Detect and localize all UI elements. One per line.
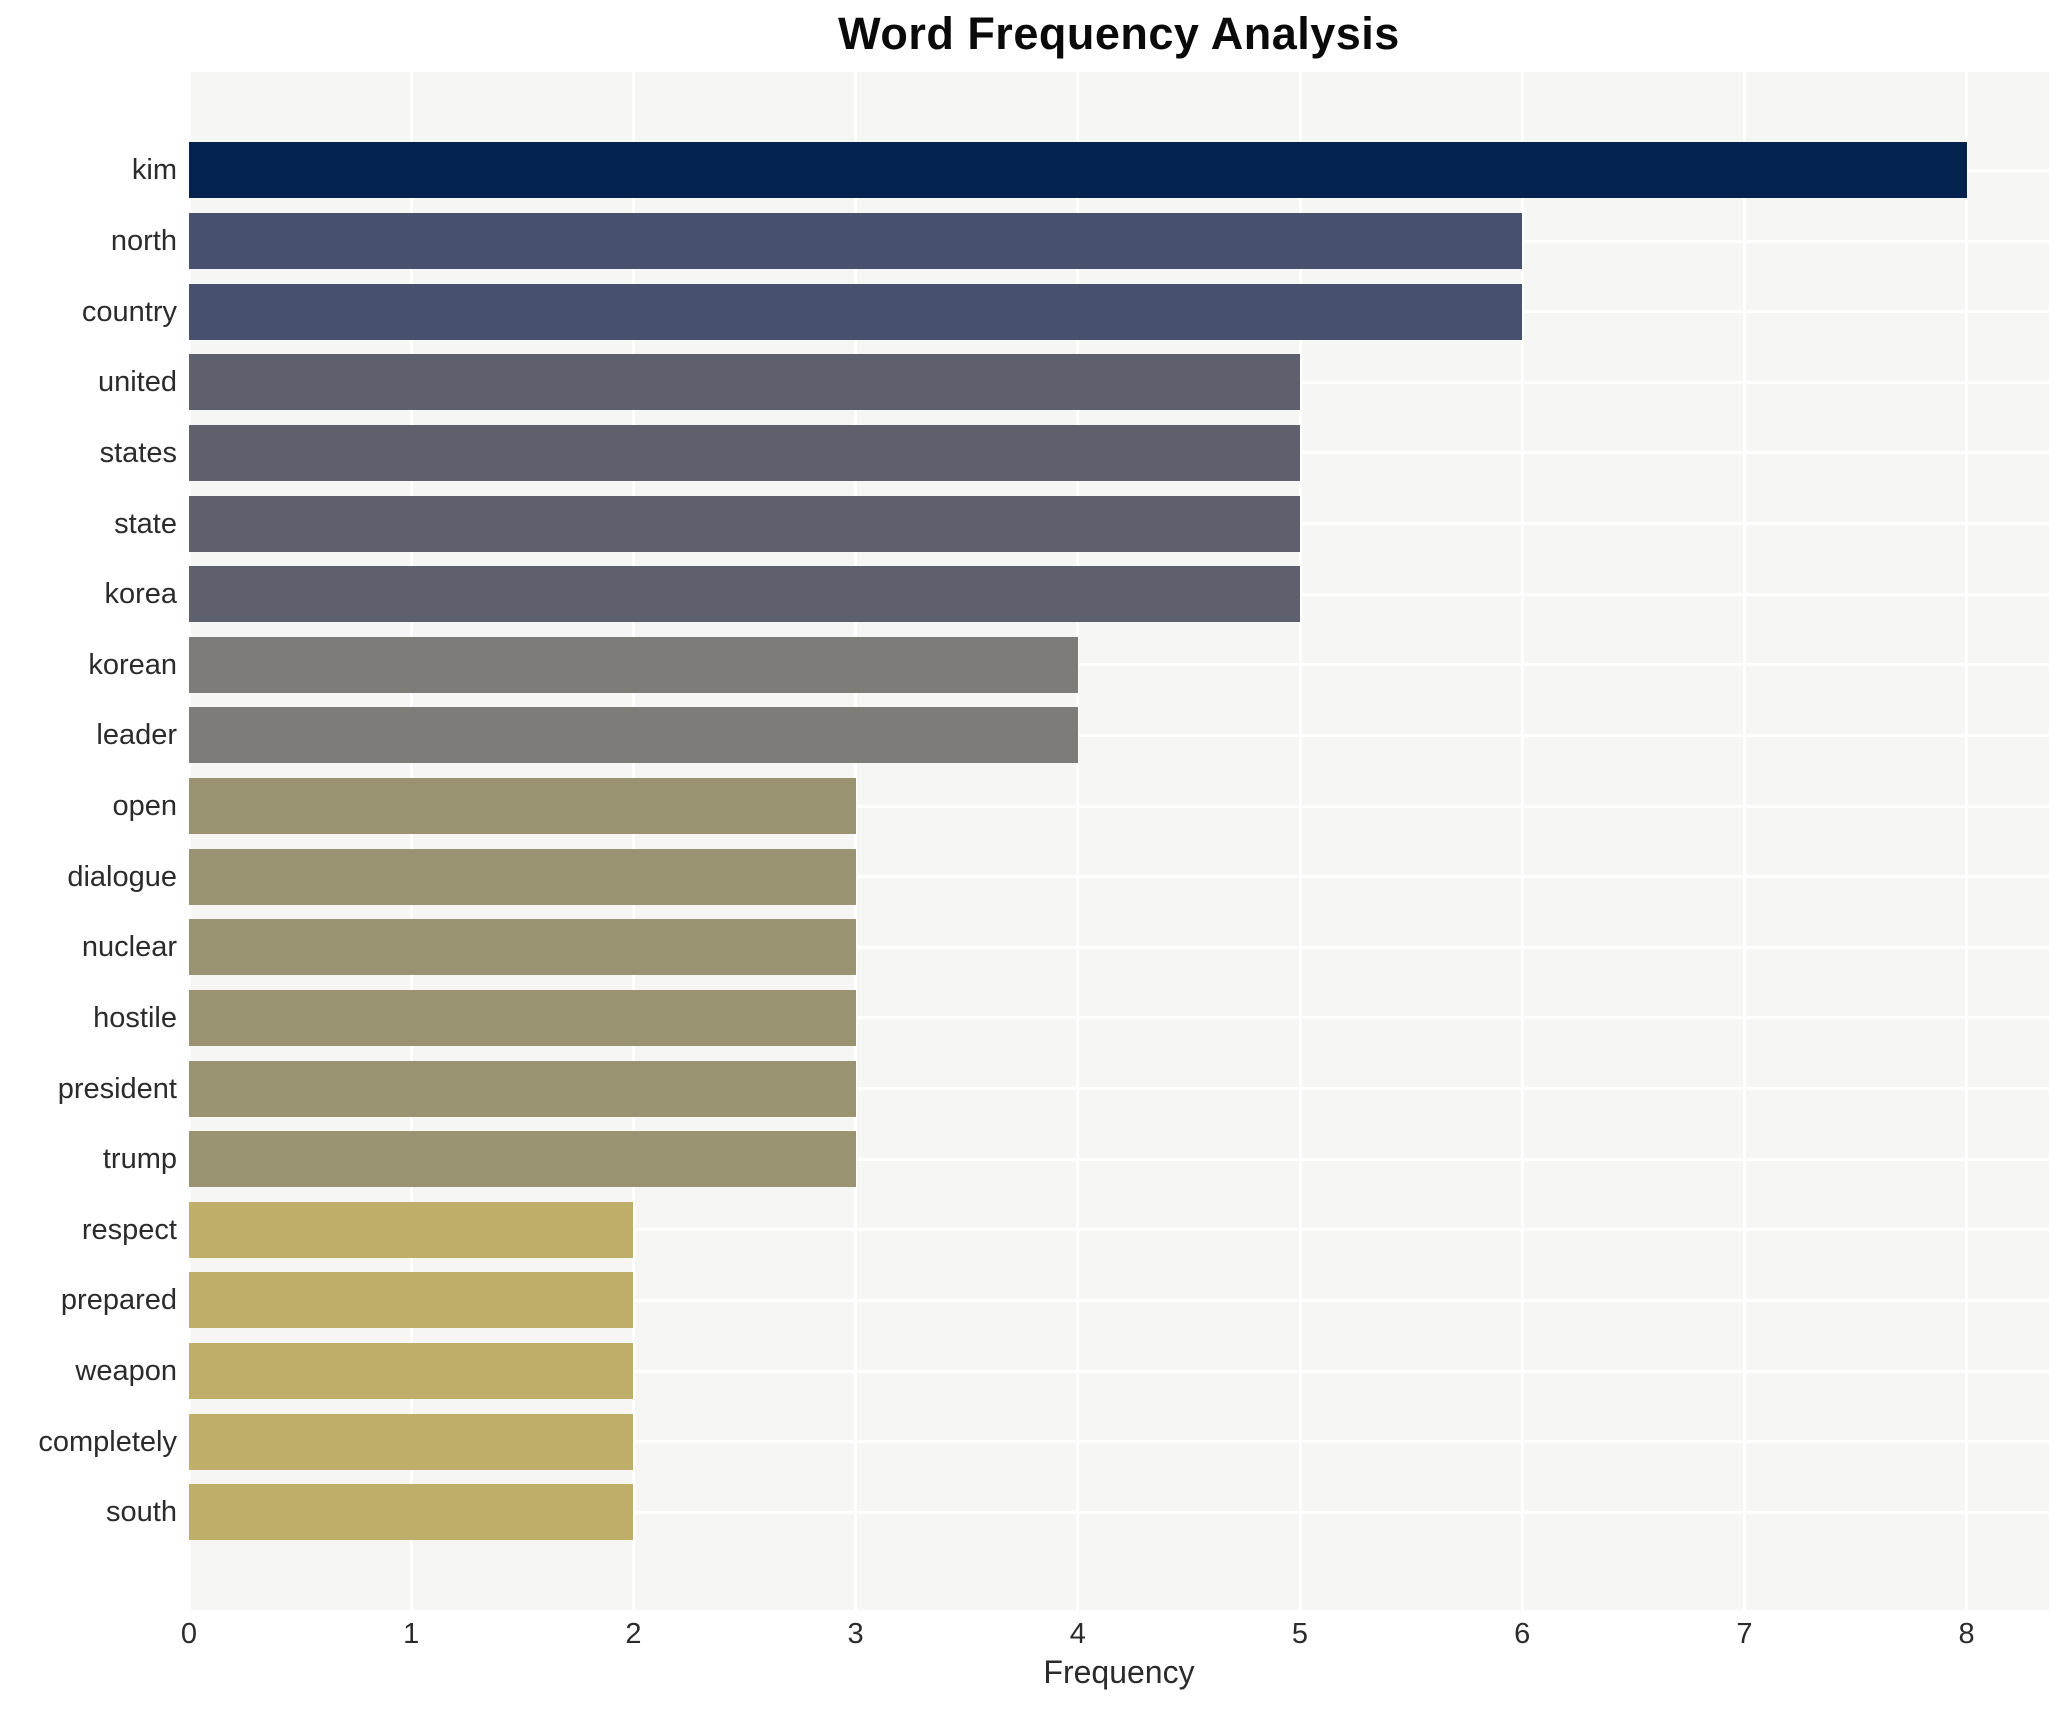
x-gridline — [409, 72, 413, 1610]
bar-north — [189, 213, 1523, 270]
y-tick-label-kim: kim — [131, 154, 177, 187]
y-gridline — [189, 1228, 2049, 1232]
bar-completely — [189, 1413, 634, 1470]
bar-weapon — [189, 1343, 634, 1400]
y-tick-label-country: country — [81, 295, 177, 328]
bar-nuclear — [189, 919, 856, 976]
y-tick-label-completely: completely — [38, 1425, 177, 1458]
bar-kim — [189, 142, 1967, 199]
y-gridline — [189, 1016, 2049, 1020]
x-gridline — [1965, 72, 1969, 1610]
y-gridline — [189, 945, 2049, 949]
bar-country — [189, 283, 1523, 340]
y-tick-label-states: states — [99, 436, 177, 469]
y-tick-label-president: president — [57, 1072, 177, 1105]
y-tick-label-north: north — [110, 225, 177, 258]
y-tick-label-leader: leader — [96, 719, 177, 752]
x-tick-label-7: 7 — [1736, 1618, 1753, 1650]
bar-president — [189, 1060, 856, 1117]
chart-title: Word Frequency Analysis — [838, 8, 1400, 59]
x-axis-label: Frequency — [1043, 1654, 1195, 1690]
y-tick-label-respect: respect — [81, 1213, 177, 1246]
y-axis-labels: kim north country united states state korea kor… — [0, 0, 177, 1710]
y-tick-label-trump: trump — [102, 1143, 177, 1176]
x-tick-label-1: 1 — [403, 1618, 420, 1650]
y-gridline — [189, 875, 2049, 879]
bar-korea — [189, 566, 1300, 623]
bar-south — [189, 1484, 634, 1541]
bar-open — [189, 778, 856, 835]
bar-prepared — [189, 1272, 634, 1329]
plot-area — [187, 72, 2049, 1610]
bar-dialogue — [189, 848, 856, 905]
x-tick-label-5: 5 — [1291, 1618, 1309, 1650]
y-tick-label-nuclear: nuclear — [81, 931, 177, 964]
bar-state — [189, 495, 1300, 552]
y-gridline — [189, 804, 2049, 808]
y-gridline — [189, 1087, 2049, 1091]
x-tick-label-8: 8 — [1958, 1618, 1975, 1650]
x-gridline — [1520, 72, 1524, 1610]
y-tick-label-state: state — [114, 507, 177, 540]
bar-united — [189, 354, 1300, 411]
y-tick-label-korea: korea — [104, 578, 177, 611]
y-tick-label-weapon: weapon — [75, 1355, 177, 1388]
bar-respect — [189, 1201, 634, 1258]
x-gridline — [1742, 72, 1746, 1610]
y-tick-label-prepared: prepared — [60, 1284, 177, 1317]
y-tick-label-hostile: hostile — [93, 1001, 177, 1034]
x-gridline — [631, 72, 635, 1610]
y-gridline — [189, 1157, 2049, 1161]
bar-states — [189, 424, 1300, 481]
y-gridline — [189, 1440, 2049, 1444]
y-gridline — [189, 663, 2049, 667]
x-gridline — [854, 72, 858, 1610]
y-tick-label-south: south — [106, 1496, 177, 1529]
x-tick-label-4: 4 — [1069, 1618, 1086, 1650]
x-gridline — [187, 72, 191, 1610]
bar-trump — [189, 1131, 856, 1188]
y-gridline — [189, 1298, 2049, 1302]
y-gridline — [189, 1369, 2049, 1373]
bar-hostile — [189, 989, 856, 1046]
x-gridline — [1076, 72, 1080, 1610]
bar-leader — [189, 707, 1078, 764]
y-gridline — [189, 1510, 2049, 1514]
y-gridline — [189, 733, 2049, 737]
x-tick-label-3: 3 — [847, 1618, 864, 1650]
x-tick-label-6: 6 — [1514, 1618, 1531, 1650]
y-tick-label-united: united — [97, 366, 177, 399]
y-tick-label-dialogue: dialogue — [67, 860, 177, 893]
bar-korean — [189, 636, 1078, 693]
x-gridline — [1298, 72, 1302, 1610]
x-tick-label-2: 2 — [625, 1618, 642, 1650]
y-tick-label-open: open — [112, 790, 177, 823]
y-tick-label-korean: korean — [88, 648, 177, 681]
